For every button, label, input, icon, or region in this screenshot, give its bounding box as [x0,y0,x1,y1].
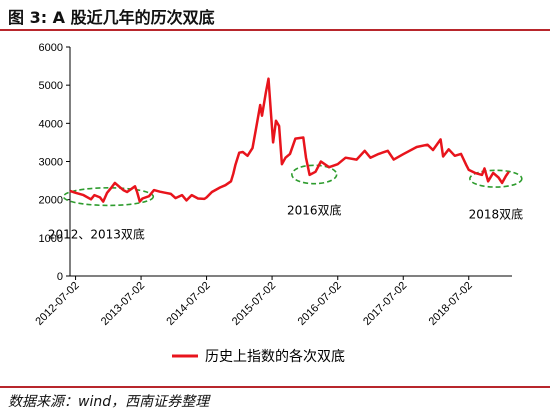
y-tick-label: 2000 [39,195,63,207]
x-tick-label: 2012-07-02 [33,280,81,328]
double-bottom-ellipse [291,164,338,185]
x-tick-label: 2013-07-02 [99,280,147,328]
y-axis: 0 1000 2000 3000 4000 5000 6000 [39,42,71,283]
double-bottom-label: 2012、2013双底 [48,227,145,242]
legend-label: 历史上指数的各次双底 [205,349,345,365]
title-rule [0,29,550,31]
annotation-labels: 2012、2013双底 2016双底 2018双底 [48,202,523,241]
double-bottom-label: 2018双底 [469,207,524,222]
double-bottom-label: 2016双底 [287,202,342,217]
x-tick-label: 2017-07-02 [361,280,409,328]
x-tick-label: 2018-07-02 [427,280,475,328]
double-bottom-ellipse [469,169,523,188]
figure-title: 图 3: A 股近几年的历次双底 [8,8,215,27]
y-tick-label: 4000 [39,118,63,130]
chart-area: 0 1000 2000 3000 4000 5000 6000 2012-07-02 2013… [33,42,523,365]
y-tick-label: 3000 [39,157,63,169]
y-tick-label: 1000 [39,233,63,245]
double-bottom-markers [62,164,523,207]
y-tick-label: 0 [57,271,63,283]
source-rule [0,386,550,388]
x-axis: 2012-07-02 2013-07-02 2014-07-02 2015-07-02… [33,275,512,328]
source-note: 数据来源：wind，西南证券整理 [8,394,210,410]
double-bottom-ellipse [62,187,155,207]
legend: 历史上指数的各次双底 [172,349,345,365]
x-tick-label: 2016-07-02 [296,280,344,328]
series-lines [69,77,510,203]
x-tick-label: 2015-07-02 [230,280,278,328]
y-tick-label: 5000 [39,80,63,92]
x-tick-label: 2014-07-02 [164,280,212,328]
y-tick-label: 6000 [39,42,63,54]
series-line-0 [69,77,510,203]
